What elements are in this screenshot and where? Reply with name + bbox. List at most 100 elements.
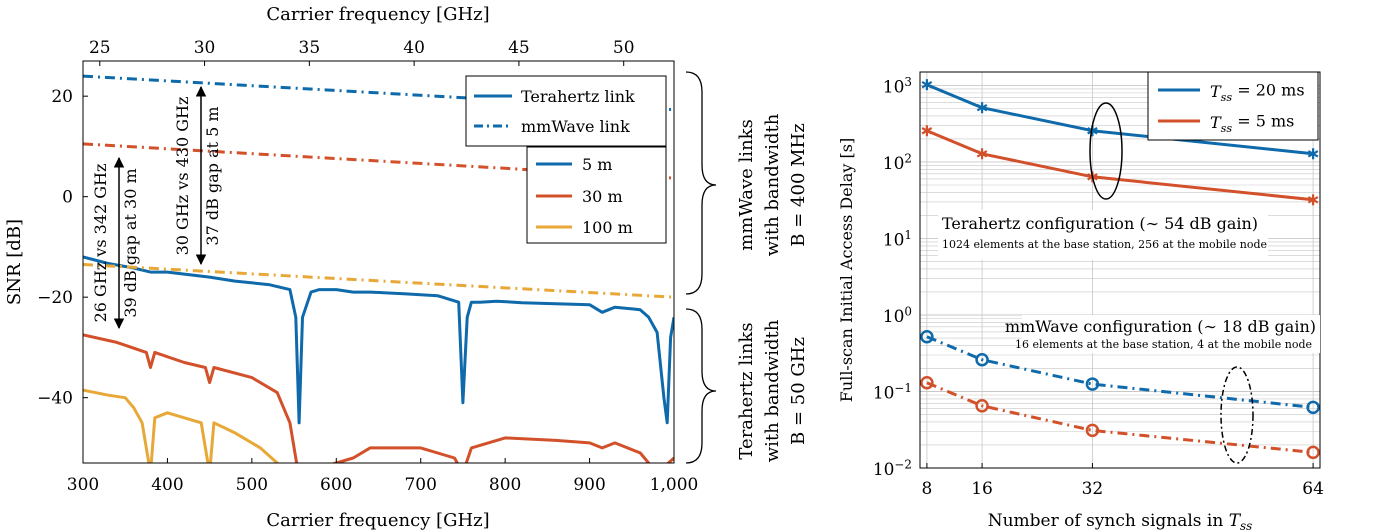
mmwave-group-ellipse — [1220, 366, 1254, 464]
data-point-star — [1307, 148, 1319, 160]
bottom-x-axis-label: Carrier frequency [GHz] — [266, 510, 489, 531]
x-tick-label: 700 — [404, 475, 436, 495]
x2-tick-label: 30 — [194, 38, 216, 58]
mmwave-config-title: mmWave configuration (∼ 18 dB gain) — [1005, 317, 1316, 336]
mmwave-brace-line1: mmWave links — [736, 119, 757, 251]
plot-frame-right — [919, 71, 1321, 469]
star-stroke — [976, 104, 988, 112]
legend-20ms-label: Tss = 20 ms — [1210, 80, 1305, 104]
x2-tick-label: 35 — [299, 38, 321, 58]
terahertz-5m-curve — [83, 255, 674, 425]
mmwave-config-sub: 16 elements at the base station, 4 at th… — [1015, 338, 1312, 351]
y-tick-label: 0 — [62, 188, 73, 208]
gap-5m-line1: 30 GHz vs 430 GHz — [173, 97, 192, 256]
x2-tick-label: 50 — [613, 38, 635, 58]
terahertz-100m-curve — [83, 388, 280, 463]
terahertz-config-sub: 1024 elements at the base station, 256 a… — [942, 238, 1267, 251]
brace-terahertz — [685, 308, 717, 464]
x-tick-label: 800 — [489, 475, 521, 495]
data-point-star — [976, 102, 988, 114]
right-x-ticks: 8 16 32 64 — [921, 463, 1324, 499]
legend-tss: Tss = 20 ms Tss = 5 ms — [1147, 71, 1319, 141]
brace-label-terahertz: Terahertz links with bandwidth B = 50 GH… — [736, 319, 809, 462]
legend-distance: 5 m 30 m 100 m — [526, 146, 667, 244]
mmwave-brace-line3: B = 400 MHz — [788, 123, 809, 246]
terahertz-30m-curve — [83, 333, 674, 463]
legend-mmwave-label: mmWave link — [521, 117, 630, 136]
delay-curves — [920, 79, 1320, 460]
mmwave-delay-curve — [926, 335, 1314, 409]
x-tick-label: 64 — [1302, 479, 1324, 499]
top-x-axis-label: Carrier frequency [GHz] — [266, 4, 489, 25]
terahertz-config-note: Terahertz configuration (∼ 54 dB gain) 1… — [938, 210, 1268, 260]
mmwave-delay-curve — [926, 381, 1314, 454]
x-tick-label: 500 — [236, 475, 268, 495]
legend-100m-label: 100 m — [582, 218, 633, 237]
mmwave-brace-line2: with bandwidth — [762, 113, 783, 256]
terahertz-delay-curve — [926, 83, 1314, 156]
mmwave-100m-curve — [83, 263, 674, 299]
top-x-ticks: 25 30 35 40 45 50 — [89, 38, 635, 66]
y-tick-label: 10−1 — [873, 381, 912, 404]
star-stroke — [1087, 127, 1098, 135]
data-point-star — [921, 79, 933, 91]
y-tick-label: 102 — [883, 151, 912, 174]
y-tick-label: 20 — [51, 87, 73, 107]
data-point-star — [1307, 194, 1319, 206]
plot-frame — [82, 60, 675, 464]
bottom-x-ticks: 300 400 500 600 700 800 900 1,000 — [67, 458, 699, 495]
terahertz-group-ellipse — [1089, 102, 1123, 200]
legend-5m-label: 5 m — [582, 155, 612, 174]
x-tick-label: 16 — [971, 479, 993, 499]
mmwave-config-note: mmWave configuration (∼ 18 dB gain) 16 e… — [1005, 315, 1320, 353]
star-stroke — [921, 80, 933, 89]
gap-30m-line2: 39 dB gap at 30 m — [121, 168, 140, 317]
gap-annotation-30m: 26 GHz vs 342 GHz 39 dB gap at 30 m — [91, 156, 140, 330]
star-stroke — [1307, 150, 1319, 158]
y-tick-label: 100 — [883, 304, 912, 327]
x2-tick-label: 45 — [508, 38, 530, 58]
terahertz-delay-curve — [926, 129, 1314, 202]
x2-tick-label: 25 — [89, 38, 111, 58]
legend-5ms-label: Tss = 5 ms — [1210, 111, 1294, 135]
legend-link-type: Terahertz link mmWave link — [465, 75, 667, 147]
data-point-circle — [1085, 423, 1100, 438]
legend-30m-label: 30 m — [582, 187, 623, 206]
y-ticks: 20 0 −20 −40 — [37, 87, 88, 409]
data-point-circle — [1306, 400, 1320, 415]
x-tick-label: 400 — [151, 475, 183, 495]
terahertz-config-title: Terahertz configuration (∼ 54 dB gain) — [942, 214, 1258, 233]
x-tick-label: 8 — [921, 479, 932, 499]
x-tick-label: 1,000 — [650, 475, 699, 495]
y-tick-label: −20 — [37, 288, 73, 308]
gap-5m-line2: 37 dB gap at 5 m — [203, 106, 222, 245]
y-tick-label: −40 — [37, 389, 73, 409]
y-tick-label: 10−2 — [873, 457, 912, 480]
x-tick-label: 32 — [1082, 479, 1104, 499]
data-point-circle — [1085, 377, 1100, 391]
data-point-circle — [975, 399, 989, 413]
terahertz-brace-line1: Terahertz links — [736, 322, 757, 459]
gap-30m-line1: 26 GHz vs 342 GHz — [91, 164, 110, 323]
data-point-star — [976, 148, 988, 160]
snr-chart: Carrier frequency [GHz] 25 30 35 40 45 50 300… — [4, 4, 809, 531]
data-point-circle — [1306, 445, 1320, 460]
x-tick-label: 300 — [67, 475, 99, 495]
brace-label-mmwave: mmWave links with bandwidth B = 400 MHz — [736, 113, 809, 256]
x2-tick-label: 40 — [403, 38, 425, 58]
y-tick-label: 103 — [883, 75, 912, 98]
star-stroke — [1307, 196, 1319, 204]
delay-chart: 8 16 32 64 103 102 101 100 10−1 10−2 Number of s… — [837, 71, 1324, 531]
legend-terahertz-label: Terahertz link — [521, 87, 635, 106]
gap-annotation-5m: 30 GHz vs 430 GHz 37 dB gap at 5 m — [173, 85, 222, 266]
y-tick-label: 101 — [883, 228, 912, 251]
terahertz-brace-line2: with bandwidth — [762, 319, 783, 462]
star-stroke — [976, 150, 988, 158]
terahertz-brace-line3: B = 50 GHz — [788, 337, 809, 445]
right-x-axis-label: Number of synch signals in Tss — [988, 511, 1253, 531]
data-point-circle — [920, 376, 934, 390]
brace-mmwave — [685, 71, 717, 295]
data-point-star — [921, 125, 933, 137]
right-y-ticks: 103 102 101 100 10−1 10−2 — [873, 75, 912, 480]
